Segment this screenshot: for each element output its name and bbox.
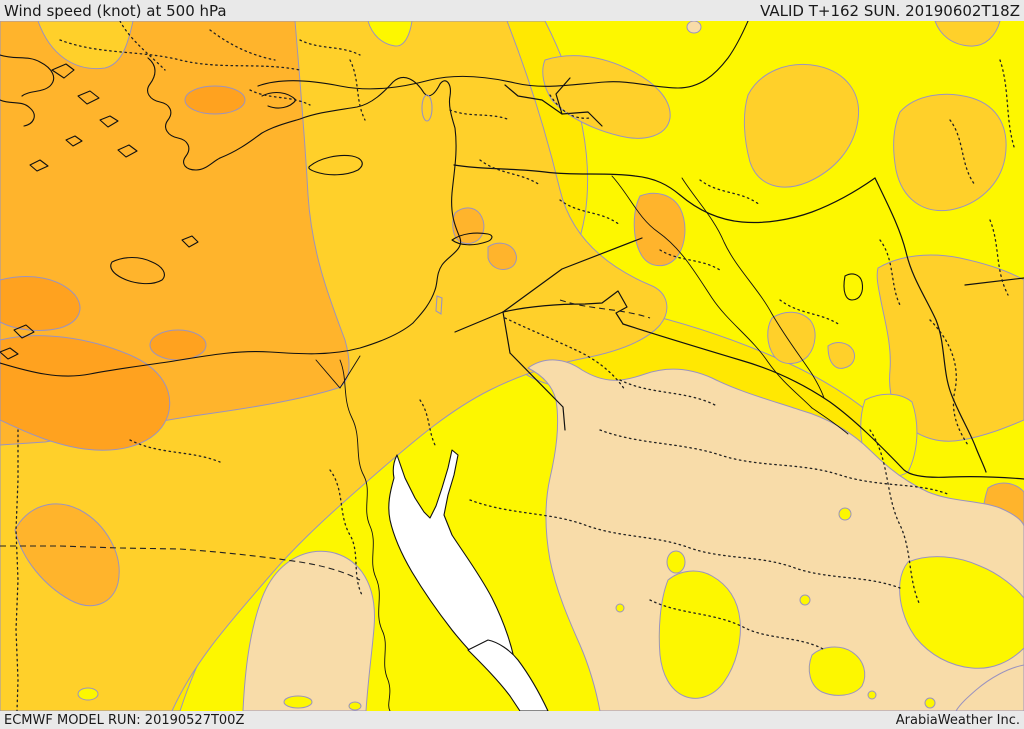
- footer-bar: ECMWF MODEL RUN: 20190527T00Z ArabiaWeat…: [0, 711, 1024, 729]
- red-sea-calm-white-area: [388, 449, 549, 711]
- contour-band-orange: [0, 21, 1024, 607]
- cyprus-island: [451, 232, 493, 246]
- aegean-islands: [0, 63, 493, 360]
- map-title: Wind speed (knot) at 500 hPa: [4, 1, 227, 20]
- header-bar: Wind speed (knot) at 500 hPa VALID T+162…: [0, 0, 1024, 21]
- wind-map-svg: [0, 21, 1024, 711]
- rivers: [315, 175, 849, 711]
- weather-map: [0, 21, 1024, 711]
- turkish-lakes: [308, 154, 363, 176]
- tigris-river: [681, 177, 825, 399]
- contour-band-dark-orange: [0, 85, 246, 451]
- lakes: [308, 94, 864, 315]
- lake-tharthar: [843, 273, 864, 301]
- euphrates-river: [611, 175, 813, 409]
- lake-tuz: [421, 94, 433, 122]
- attribution-label: ArabiaWeather Inc.: [895, 712, 1020, 728]
- model-run-label: ECMWF MODEL RUN: 20190527T00Z: [4, 712, 245, 728]
- contour-holes-bright-yellow: [77, 507, 1024, 711]
- nile-river: [339, 359, 391, 711]
- dashed-borders: [0, 299, 651, 581]
- country-borders: [453, 77, 1024, 480]
- valid-time-label: VALID T+162 SUN. 20190602T18Z: [760, 1, 1020, 20]
- contour-band-cream: [242, 21, 1024, 711]
- province-dotted-borders: [15, 21, 1016, 711]
- dead-sea: [435, 295, 443, 315]
